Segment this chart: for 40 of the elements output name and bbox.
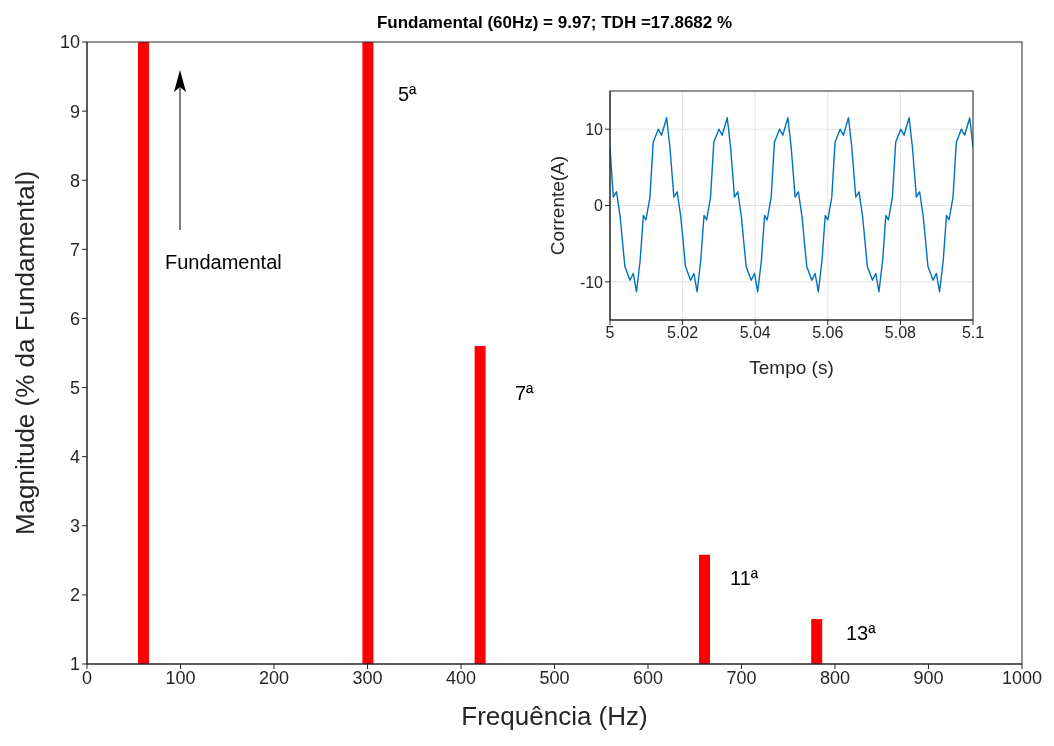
annotation: 7ª [515, 382, 535, 405]
y-tick-label: 7 [69, 239, 80, 260]
x-tick-label: 400 [445, 667, 477, 688]
annotation: 11ª [730, 567, 759, 590]
x-tick-label: 5.02 [667, 324, 699, 342]
y-tick-label: -10 [579, 273, 604, 291]
y-tick-label: 6 [69, 308, 80, 329]
x-tick-label: 300 [352, 667, 383, 688]
y-axis-title: Magnitude (% da Fundamental) [10, 170, 40, 536]
x-tick-label: 1000 [1001, 667, 1043, 688]
x-tick-label: 5.04 [739, 324, 771, 342]
y-tick-label: 0 [594, 197, 604, 215]
x-axis-title: Frequência (Hz) [461, 701, 648, 731]
x-tick-label: 5.1 [961, 324, 985, 342]
x-tick-label: 5.06 [812, 324, 844, 342]
x-tick-label: 900 [913, 667, 944, 688]
annotation: 5ª [398, 83, 418, 106]
x-tick-label: 800 [819, 667, 851, 688]
y-tick-label: 10 [59, 32, 80, 53]
y-tick-label: 1 [69, 654, 80, 675]
y-tick-label: 3 [69, 516, 80, 537]
y-axis-title: Corrente(A) [547, 155, 568, 256]
annotation: Fundamental [165, 251, 282, 273]
chart-title: Fundamental (60Hz) = 9.97; TDH =17.8682 % [376, 13, 733, 32]
y-tick-label: 4 [69, 447, 80, 468]
y-tick-label: 9 [69, 101, 80, 122]
annotation: 13ª [846, 622, 877, 645]
y-tick-label: 8 [69, 170, 80, 191]
x-axis-title: Tempo (s) [749, 357, 834, 378]
line-series [610, 117, 973, 293]
y-tick-label: 10 [585, 120, 604, 138]
x-tick-label: 200 [258, 667, 290, 688]
x-tick-label: 5.08 [884, 324, 917, 342]
y-tick-label: 2 [69, 585, 80, 606]
x-tick-label: 500 [539, 667, 570, 688]
x-tick-label: 600 [632, 667, 664, 688]
x-tick-label: 100 [165, 667, 196, 688]
y-tick-label: 5 [69, 377, 80, 398]
x-tick-label: 5 [605, 324, 615, 342]
x-tick-label: 700 [726, 667, 757, 688]
